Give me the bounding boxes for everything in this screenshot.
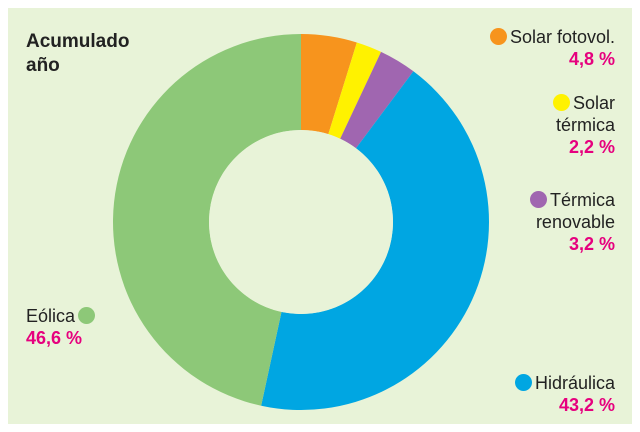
legend-label: Térmica renovable (535, 190, 615, 232)
donut-slice (340, 51, 414, 149)
legend-dot (514, 374, 532, 391)
legend-label: Eólica (26, 306, 76, 326)
value-label: 43,2 % (558, 395, 615, 415)
legend-dot (529, 191, 547, 208)
legend-entry: Solar fotovol. 4,8 % (415, 26, 615, 70)
donut-slice (261, 71, 489, 411)
legend-dot (489, 28, 507, 45)
legend-entry: Hidráulica 43,2 % (455, 372, 615, 416)
legend-name-line: Solar térmica (535, 92, 615, 136)
value-label: 3,2 % (568, 234, 615, 254)
donut-slice (301, 34, 357, 135)
legend-name-line: Térmica renovable (505, 189, 615, 233)
legend-name-line: Solar fotovol. (415, 26, 615, 48)
donut-slice (328, 42, 382, 139)
value-label: 2,2 % (568, 137, 615, 157)
donut-hole (209, 130, 393, 314)
legend-name-line: Hidráulica (455, 372, 615, 394)
legend-entry: Térmica renovable 3,2 % (505, 189, 615, 255)
legend-label: Solar térmica (555, 93, 615, 135)
value-label: 46,6 % (26, 328, 83, 348)
legend-entry: Eólica 46,6 % (26, 305, 146, 349)
legend-label: Hidráulica (534, 373, 615, 393)
value-label: 4,8 % (568, 49, 615, 69)
legend-dot (552, 94, 570, 111)
chart-title: Acumulado año (26, 31, 130, 76)
legend-entry: Solar térmica 2,2 % (535, 92, 615, 158)
legend-label: Solar fotovol. (509, 27, 615, 47)
legend-dot (78, 307, 96, 324)
donut-slice (113, 34, 302, 406)
legend-name-line: Eólica (26, 305, 146, 327)
